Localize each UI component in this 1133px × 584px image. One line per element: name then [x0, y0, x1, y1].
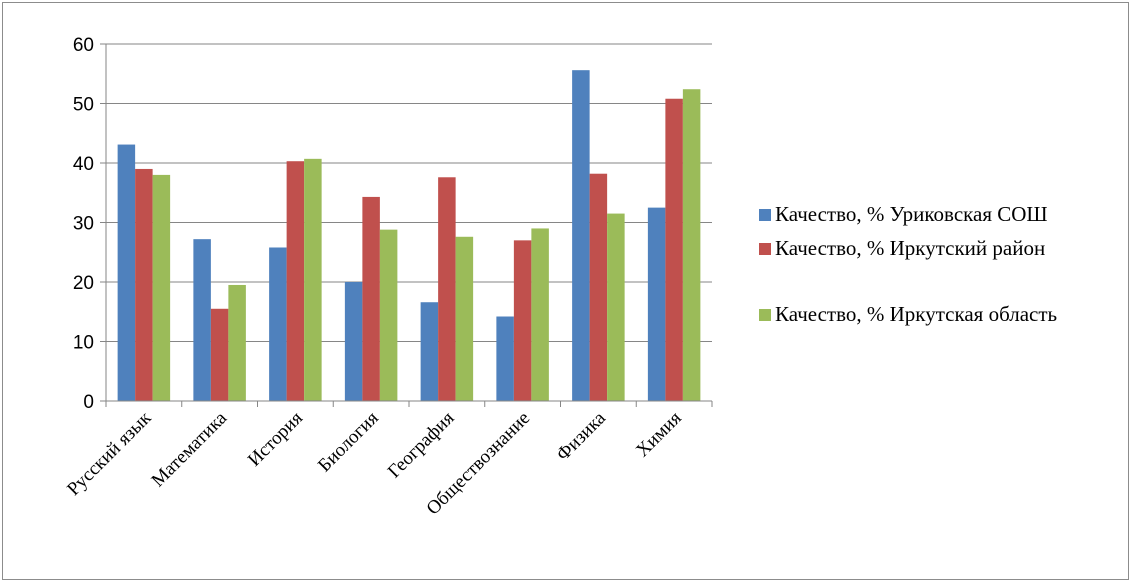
y-tick-label: 10	[73, 333, 94, 354]
y-tick-label: 60	[73, 35, 94, 56]
bar	[228, 284, 246, 401]
bar	[607, 213, 625, 401]
bar	[210, 308, 229, 401]
bar	[647, 207, 666, 401]
bar	[344, 282, 363, 401]
bar	[682, 89, 701, 401]
bar	[531, 228, 549, 401]
bar	[286, 161, 305, 401]
x-tick-label: История	[244, 408, 307, 471]
bars	[117, 70, 701, 402]
legend-item-irkutsk-district: Качество, % Иркутский район	[755, 233, 1125, 263]
legend-item-uricovskaya: Качество, % Уриковская СОШ	[755, 199, 1125, 229]
bar	[362, 196, 380, 401]
y-tick-label: 30	[73, 214, 94, 235]
x-tick-label: Физика	[552, 407, 610, 465]
x-tick-label: География	[384, 408, 459, 483]
axes	[100, 43, 713, 407]
legend-swatch-green	[759, 309, 771, 321]
y-tick-label: 50	[73, 95, 94, 116]
legend-item-irkutsk-region: Качество, % Иркутская область	[755, 299, 1125, 329]
x-tick-label: Русский язык	[63, 407, 156, 500]
bar	[420, 302, 439, 401]
y-tick-label: 40	[73, 154, 94, 175]
bar	[496, 316, 514, 401]
legend-swatch-red	[759, 243, 771, 255]
x-tick-label: Биология	[314, 408, 383, 477]
y-tick-label: 20	[73, 273, 94, 294]
legend-label: Качество, % Иркутский район	[775, 236, 1046, 260]
y-tick-labels: 0 10 20 30 40 50 60	[73, 35, 94, 413]
bar	[135, 168, 153, 401]
bar	[513, 240, 532, 401]
y-tick-label: 0	[83, 392, 94, 413]
bar	[438, 177, 456, 401]
bar	[269, 247, 287, 401]
bar	[665, 98, 683, 402]
bar	[379, 229, 398, 401]
bar	[152, 174, 171, 401]
legend-swatch-blue	[759, 209, 771, 221]
bar	[304, 158, 322, 401]
x-tick-label: Математика	[148, 407, 232, 491]
x-tick-label: Химия	[632, 408, 686, 462]
bar	[117, 144, 136, 401]
bar	[455, 236, 474, 401]
bar	[589, 173, 608, 401]
bar	[572, 70, 590, 402]
bar	[193, 239, 211, 401]
legend-label: Качество, % Уриковская СОШ	[775, 202, 1048, 226]
legend: Качество, % Уриковская СОШ Качество, % И…	[755, 199, 1125, 329]
legend-label: Качество, % Иркутская область	[775, 302, 1058, 326]
